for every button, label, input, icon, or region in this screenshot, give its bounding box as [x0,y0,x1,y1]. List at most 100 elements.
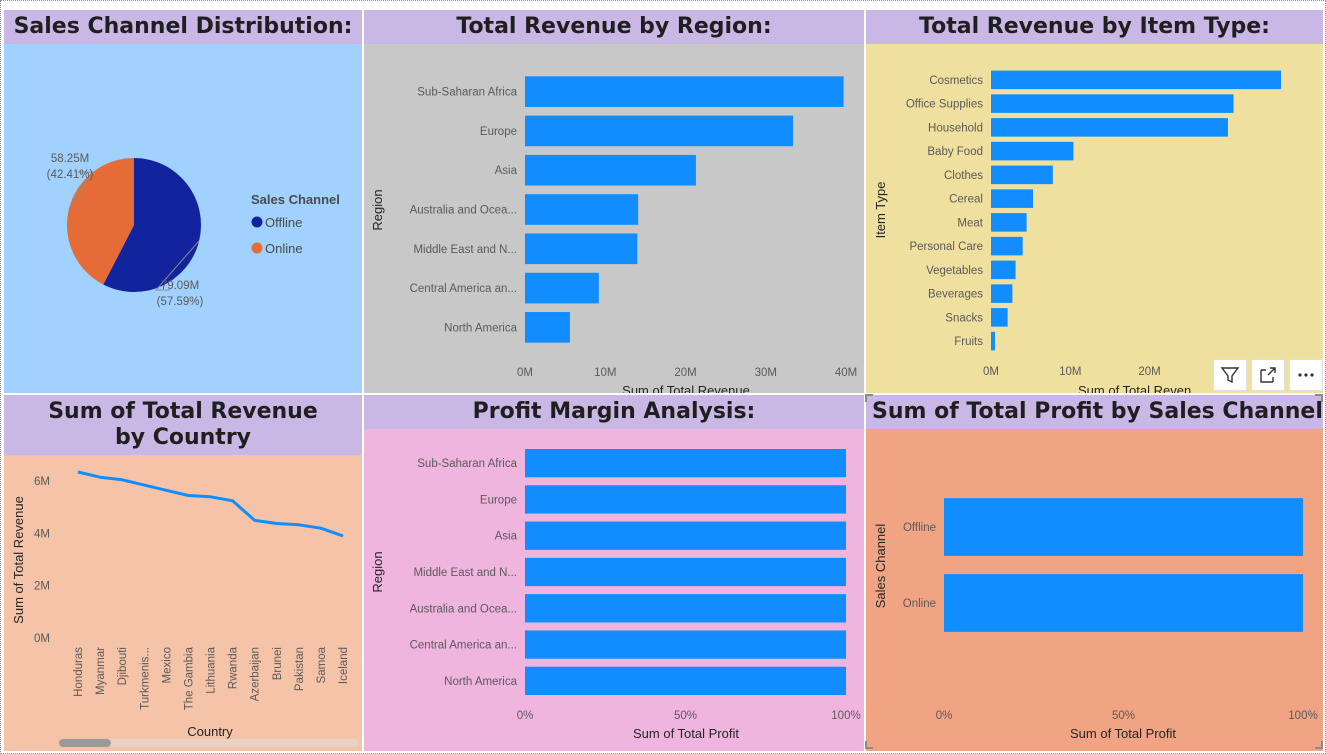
category-label: Personal Care [909,241,983,253]
bar[interactable] [991,118,1228,137]
legend-marker [251,242,263,254]
scrollbar-thumb[interactable] [59,739,111,747]
legend-label: Online [265,241,303,256]
category-label: Clothes [944,170,983,182]
country-chart-scrollbar[interactable] [59,739,359,747]
y-axis-title: Item Type [873,182,888,239]
bar[interactable] [991,94,1234,113]
bar[interactable] [991,213,1027,232]
x-tick-label: Mexico [161,647,173,683]
leader-line[interactable] [68,171,93,210]
tile-title: Total Revenue by Region: [364,10,864,44]
revenue-by-region-tile[interactable]: Total Revenue by Region: Sub-Saharan Afr… [364,10,864,393]
bar[interactable] [991,331,995,351]
focus-mode-icon[interactable] [1251,359,1285,391]
category-label: Cosmetics [929,75,983,87]
bar[interactable] [991,141,1074,161]
bar[interactable] [991,308,1008,327]
bar[interactable] [525,448,846,478]
bar[interactable] [525,485,846,514]
plot-background[interactable] [4,455,362,751]
bar[interactable] [525,194,639,225]
y-axis-title: Sales Channel [873,524,888,609]
bar[interactable] [991,70,1282,90]
x-tick-label: The Gambia [183,646,195,710]
resize-handle[interactable] [865,394,873,402]
bar[interactable] [944,498,1303,556]
x-axis-title: Sum of Total Profit [1070,726,1176,741]
profit-margin-tile[interactable]: Profit Margin Analysis: Sub-Saharan Afri… [364,395,864,751]
resize-handle[interactable] [865,741,873,749]
more-options-icon[interactable] [1289,359,1323,391]
category-label: Central America an... [410,283,517,295]
bar[interactable] [525,115,794,147]
filter-icon[interactable] [1213,359,1247,391]
category-label: North America [444,322,517,334]
slice-value-label: 58.25M [51,153,89,165]
bar[interactable] [991,189,1034,208]
x-axis-title: Sum of Total Profit [633,726,739,741]
category-label: Vegetables [926,265,983,277]
plot-background[interactable] [364,429,864,751]
revenue-by-country-line-chart[interactable]: 0M 2M 4M 6M Honduras Myanmar Djibouti Turkmenis… [4,455,362,751]
legend-label: Offline [265,215,302,230]
bar[interactable] [525,272,599,304]
bar[interactable] [991,284,1013,303]
profit-margin-bar-chart[interactable]: Sub-Saharan Africa Europe Asia Middle East … [364,429,864,751]
profit-by-channel-bar-chart[interactable]: Offline Online 0% 50% 100% Sum of Total Profi… [866,429,1323,751]
profit-by-channel-tile[interactable]: Sum of Total Profit by Sales Channel Off… [866,395,1323,751]
bar[interactable] [525,521,846,550]
tile-title: Sum of Total Profit by Sales Channel [866,395,1323,429]
bar[interactable] [525,233,638,265]
bar[interactable] [525,312,570,343]
revenue-by-item-type-bar-chart[interactable]: Cosmetics Office Supplies Household Baby Fo… [866,44,1323,393]
y-axis-title: Sum of Total Revenue [11,496,26,624]
x-tick-label: 10M [594,367,616,379]
category-label: Sub-Saharan Africa [417,458,517,470]
category-label: Cereal [949,194,983,206]
revenue-by-country-tile[interactable]: Sum of Total Revenue by Country 0M 2M 4M 6M… [4,395,362,751]
bar[interactable] [525,154,696,186]
category-label: Online [903,598,936,610]
category-label: Offline [903,522,936,534]
pie-slice[interactable] [103,158,202,292]
legend-marker [251,216,263,228]
x-tick-label: Pakistan [294,647,306,691]
x-tick-label: Samoa [316,646,328,683]
category-label: Europe [480,494,517,506]
sales-channel-pie-tile[interactable]: Sales Channel Distribution: 79.09M (57.59… [4,10,362,393]
legend-title: Sales Channel [251,192,340,207]
bar[interactable] [525,76,844,107]
visual-header [1213,359,1323,391]
x-tick-label: 0% [517,710,534,722]
category-label: Europe [480,126,517,138]
x-tick-label: 50% [674,710,697,722]
sales-channel-pie-chart[interactable]: 79.09M (57.59%) 58.25M (42.41%) Sales Channe… [4,44,362,393]
y-axis-title: Region [370,189,385,230]
category-label: Asia [495,165,518,177]
bar[interactable] [991,236,1023,256]
y-axis-title: Region [370,551,385,592]
bar[interactable] [991,260,1016,280]
tile-title: Profit Margin Analysis: [364,395,864,429]
bar[interactable] [525,594,846,623]
resize-handle[interactable] [1315,741,1323,749]
category-label: Fruits [954,336,983,348]
revenue-by-region-bar-chart[interactable]: Sub-Saharan Africa Europe Asia Australia an… [364,44,864,393]
leader-line[interactable] [154,240,200,291]
x-axis-title: Sum of Total Reven [1078,383,1191,393]
pie-slice[interactable] [67,158,134,285]
resize-handle[interactable] [1315,394,1323,402]
category-label: Sub-Saharan Africa [417,87,517,99]
bar[interactable] [944,574,1303,632]
bar[interactable] [525,630,846,659]
x-tick-label: 50% [1112,710,1135,722]
revenue-by-item-type-tile[interactable]: Total Revenue by Item Type: Cosmetics Off… [866,10,1323,393]
bar[interactable] [525,666,846,696]
x-tick-label: 40M [835,367,857,379]
category-label: Meat [957,217,983,229]
category-label: Office Supplies [906,99,983,111]
bar[interactable] [991,165,1053,185]
bar[interactable] [525,557,846,587]
